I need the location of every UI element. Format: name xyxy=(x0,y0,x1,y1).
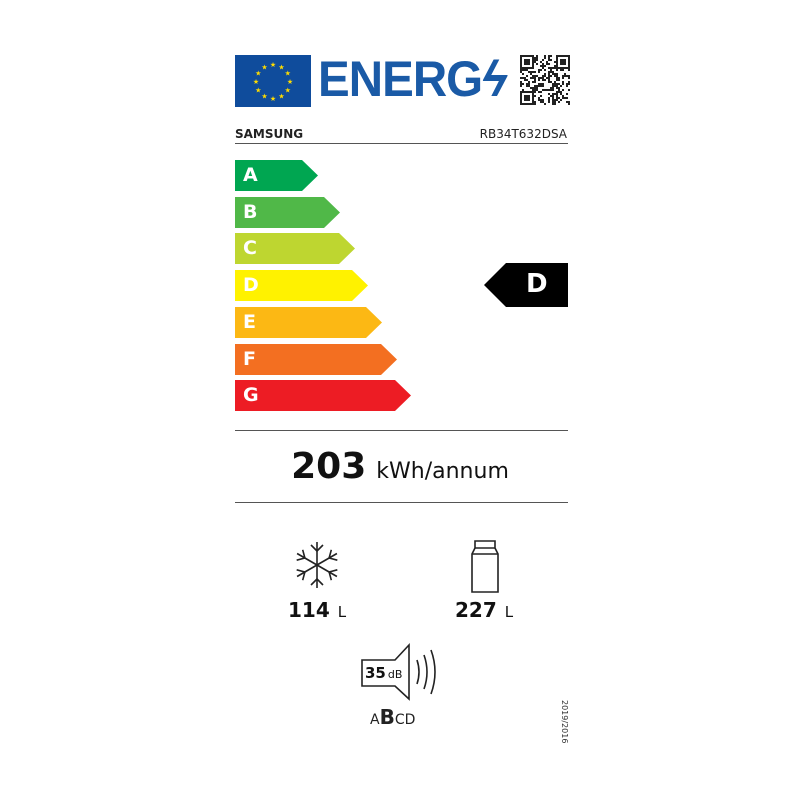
energy-class-bar-c: C xyxy=(235,233,355,265)
energy-class-label: D xyxy=(243,274,259,297)
rating-indicator: D xyxy=(484,263,568,307)
noise-class-post: CD xyxy=(394,712,416,728)
divider xyxy=(235,502,568,503)
energy-class-bar-g: G xyxy=(235,380,411,412)
fridge-unit: L xyxy=(504,603,514,621)
rating-class: D xyxy=(526,269,548,299)
freezer-unit: L xyxy=(337,603,347,621)
fridge-volume: 227 L xyxy=(455,598,513,622)
energy-class-label: B xyxy=(243,200,258,223)
energy-value: 203 xyxy=(291,446,367,487)
noise-unit: dB xyxy=(387,668,403,681)
energy-class-label: C xyxy=(243,237,257,260)
fridge-value: 227 xyxy=(455,598,497,622)
noise-class-scale: ABCD xyxy=(370,705,415,729)
speaker-icon xyxy=(361,642,436,701)
freezer-value: 114 xyxy=(288,598,330,622)
star-icon: ★ xyxy=(270,95,276,103)
energy-class-bar-f: F xyxy=(235,343,397,375)
star-icon: ★ xyxy=(287,78,293,86)
snowflake-icon xyxy=(293,542,341,589)
energy-unit: kWh/annum xyxy=(376,459,509,484)
star-icon: ★ xyxy=(255,70,261,78)
energy-class-label: A xyxy=(243,164,258,186)
star-icon: ★ xyxy=(285,87,291,95)
energy-class-bar-d: D xyxy=(235,270,368,302)
energy-class-label: E xyxy=(243,310,256,333)
freezer-volume: 114 L xyxy=(288,598,346,622)
energy-class-label: F xyxy=(243,347,256,370)
noise-class-pre: A xyxy=(370,712,380,728)
star-icon: ★ xyxy=(278,63,284,71)
star-icon: ★ xyxy=(278,93,284,101)
noise-class: B xyxy=(379,705,395,729)
energy-class-bar-b: B xyxy=(235,196,340,228)
energy-class-label: G xyxy=(243,384,259,407)
energy-class-bar-a: A xyxy=(235,160,318,191)
star-icon: ★ xyxy=(255,87,261,95)
star-icon: ★ xyxy=(270,61,276,69)
star-icon: ★ xyxy=(261,63,267,71)
noise-value: 35 xyxy=(365,664,386,682)
brand-name: SAMSUNG xyxy=(235,127,304,141)
qr-code xyxy=(520,55,570,105)
star-icon: ★ xyxy=(285,70,291,78)
energy-class-bar-e: E xyxy=(235,306,382,338)
regulation-number: 2019/2016 xyxy=(560,700,569,744)
energy-consumption: 203 kWh/annum xyxy=(0,446,800,487)
energy-logo: ENERGϟ xyxy=(318,51,507,107)
logo-text: ENERG xyxy=(318,51,483,107)
divider xyxy=(235,143,568,144)
noise-level: 35 dB xyxy=(365,664,402,682)
eu-flag-logo: ★ ★ ★ ★ ★ ★ ★ ★ ★ ★ ★ ★ xyxy=(235,55,311,107)
fridge-icon xyxy=(471,540,499,593)
star-icon: ★ xyxy=(253,78,259,86)
divider xyxy=(235,430,568,431)
star-icon: ★ xyxy=(261,93,267,101)
model-number: RB34T632DSA xyxy=(479,127,567,141)
